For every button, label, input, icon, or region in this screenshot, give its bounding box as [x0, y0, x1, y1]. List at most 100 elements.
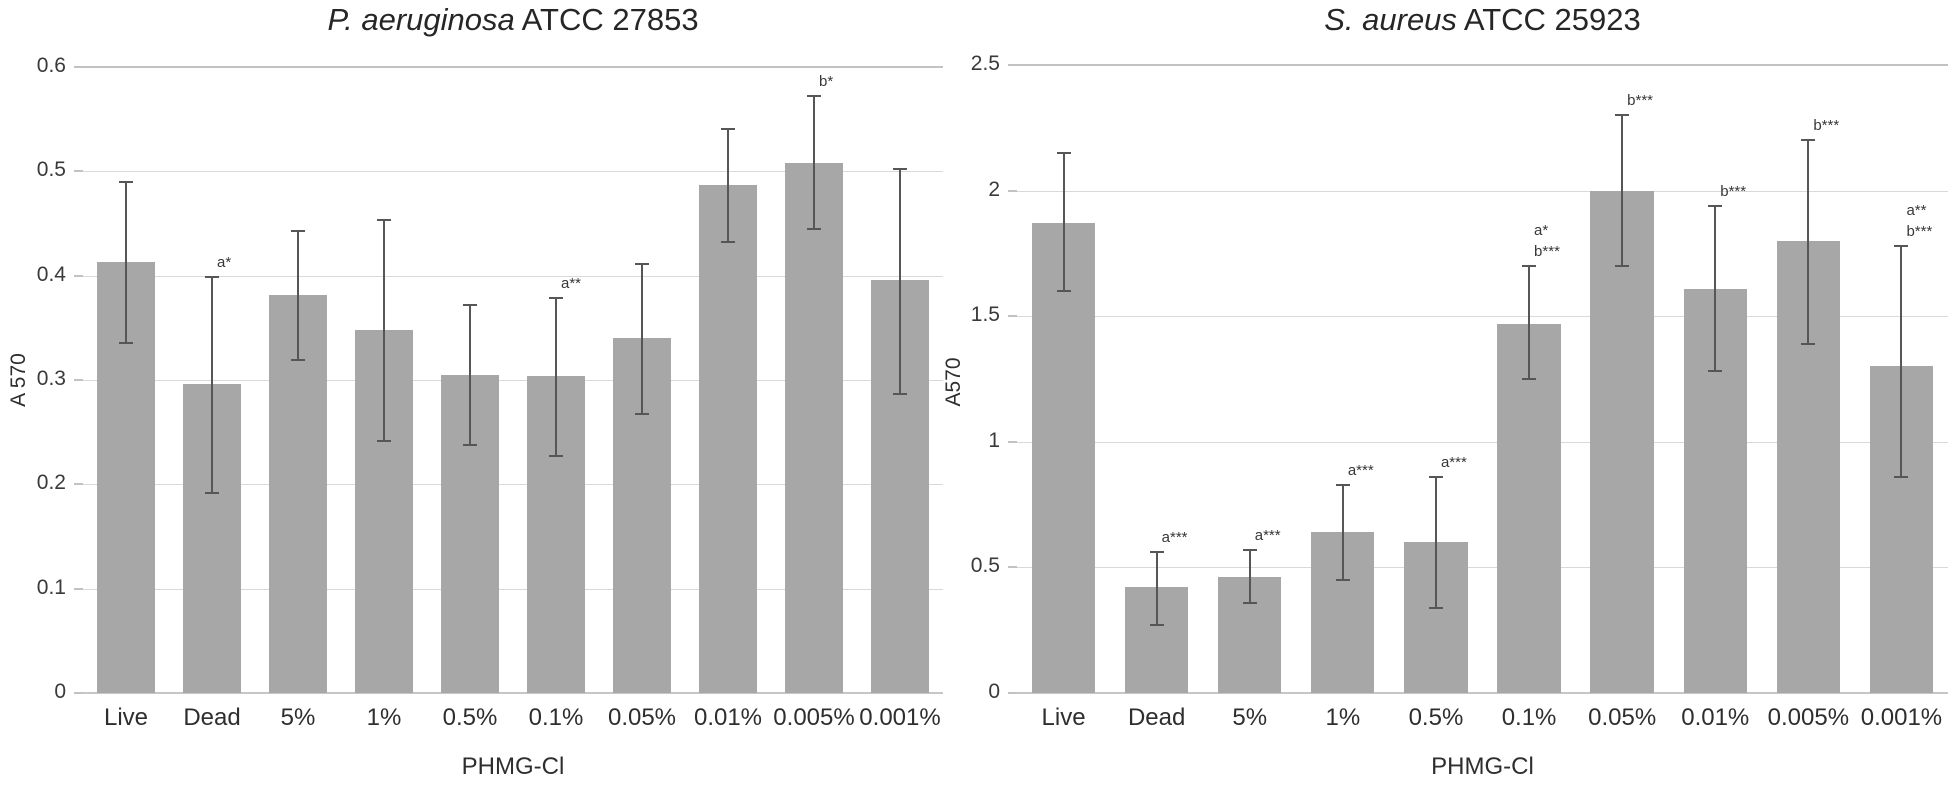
y-axis-title: A570: [942, 357, 965, 407]
significance-annotation-line: a**: [1906, 201, 1927, 219]
error-bar-line: [1434, 476, 1437, 608]
error-bar-cap-bottom: [205, 491, 219, 494]
y-gridline: [83, 275, 943, 277]
y-tick-label: 0.5: [36, 158, 66, 182]
error-bar-line: [899, 169, 901, 394]
significance-annotation-line: b***: [1627, 92, 1653, 110]
x-tick-label: 0.001%: [859, 704, 941, 731]
error-bar-cap-top: [377, 219, 391, 222]
chart-title: S. aureus ATCC 25923: [1083, 2, 1883, 38]
significance-annotation: b***: [1813, 115, 1839, 136]
significance-annotation-line: b***: [1906, 222, 1933, 240]
error-bar-line: [297, 230, 299, 361]
x-tick-label: 5%: [280, 704, 316, 731]
x-tick-label: 1%: [366, 704, 402, 731]
error-bar-cap-top: [1149, 551, 1164, 554]
error-bar-cap-bottom: [1615, 264, 1630, 267]
error-bar-cap-top: [1242, 548, 1257, 551]
chart-title-strain: ATCC 27853: [514, 2, 699, 37]
error-bar-line: [125, 181, 127, 344]
x-axis-title: PHMG-Cl: [1431, 753, 1534, 780]
error-bar-line: [1621, 115, 1624, 266]
y-gridline: [1017, 64, 1948, 66]
error-bar-cap-bottom: [893, 392, 907, 395]
x-tick-label: 0.001%: [1860, 704, 1943, 731]
error-bar-cap-top: [119, 180, 133, 183]
error-bar-cap-top: [463, 303, 477, 306]
error-bar-line: [1900, 245, 1903, 477]
y-tick-label: 0: [54, 680, 66, 703]
y-tickmark: [1008, 64, 1017, 66]
error-bar-cap-top: [1335, 483, 1350, 486]
x-tick-label: 0.005%: [773, 704, 855, 731]
y-tick-label: 1.5: [970, 303, 1000, 327]
significance-annotation: a* b***: [1534, 220, 1560, 262]
chart-title-strain: ATCC 25923: [1456, 2, 1641, 37]
error-bar-cap-bottom: [1894, 475, 1909, 478]
error-bar-cap-bottom: [1242, 601, 1257, 604]
significance-annotation-line: b***: [1720, 182, 1747, 200]
error-bar-cap-bottom: [807, 227, 821, 230]
x-tick-label: 0.1%: [1501, 704, 1557, 731]
y-tickmark: [1008, 189, 1017, 192]
error-bar-line: [555, 297, 557, 457]
significance-annotation-line: a***: [1440, 453, 1467, 471]
error-bar-cap-top: [721, 127, 735, 130]
error-bar-line: [641, 264, 643, 415]
x-tick-label: 5%: [1232, 704, 1268, 731]
x-tick-label: 0.05%: [1588, 704, 1657, 731]
y-gridline: [1017, 567, 1948, 569]
error-bar-cap-top: [807, 95, 821, 98]
y-tickmark: [1008, 566, 1017, 569]
x-tick-label: 0.1%: [528, 704, 584, 731]
bar-0.005%: [784, 162, 844, 693]
error-bar-line: [1062, 152, 1065, 292]
error-bar-cap-top: [635, 263, 649, 266]
error-bar-cap-top: [1894, 244, 1909, 247]
x-tick-label: 0.01%: [1681, 704, 1750, 731]
y-tickmark: [74, 483, 83, 486]
y-tick-label: 2: [988, 177, 1000, 201]
y-gridline: [1017, 441, 1948, 443]
error-bar-cap-top: [1428, 475, 1443, 478]
significance-annotation-line: b***: [1534, 242, 1560, 260]
error-bar-cap-bottom: [1149, 624, 1164, 627]
error-bar-line: [1155, 552, 1158, 626]
x-tick-label: 1%: [1325, 704, 1361, 731]
y-tickmark: [74, 379, 83, 381]
significance-annotation: a***: [1441, 452, 1467, 473]
bar-0.1%: [1497, 323, 1561, 693]
error-bar-cap-top: [549, 296, 563, 299]
significance-annotation: b***: [1627, 90, 1653, 111]
y-tick-label: 1: [988, 428, 1000, 452]
error-bar-line: [1341, 484, 1344, 580]
error-bar-cap-top: [1056, 151, 1071, 154]
bar-0.01%: [698, 184, 758, 693]
x-tick-label: 0.5%: [1408, 704, 1464, 731]
y-gridline: [83, 66, 943, 68]
x-tick-label: Dead: [183, 704, 241, 731]
error-bar-cap-bottom: [635, 413, 649, 416]
y-gridline: [83, 380, 943, 381]
significance-annotation-line: b***: [1813, 117, 1840, 135]
significance-annotation-line: a***: [1161, 529, 1188, 547]
significance-annotation: a*: [217, 252, 231, 273]
significance-annotation-line: a***: [1347, 461, 1374, 479]
error-bar-cap-top: [1615, 114, 1630, 117]
y-tickmark: [1008, 315, 1017, 318]
bar-0.05%: [1590, 190, 1654, 693]
error-bar-cap-bottom: [463, 443, 477, 446]
y-tickmark: [74, 170, 83, 173]
significance-annotation-line: a***: [1254, 526, 1281, 544]
bar-5%: [268, 295, 328, 693]
y-gridline: [83, 171, 943, 173]
significance-annotation: a***: [1255, 525, 1281, 546]
error-bar-cap-top: [291, 229, 305, 232]
bar-Live: [1031, 223, 1096, 693]
error-bar-line: [1714, 205, 1717, 372]
error-bar-cap-bottom: [1522, 378, 1537, 380]
y-tick-label: 0.3: [36, 367, 66, 390]
